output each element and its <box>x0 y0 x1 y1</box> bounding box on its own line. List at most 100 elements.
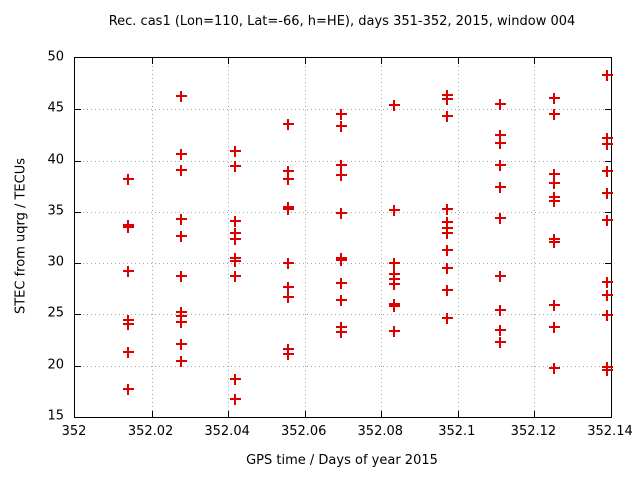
data-point-marker <box>601 165 613 177</box>
data-point-marker <box>229 146 241 158</box>
data-point-marker <box>282 203 294 215</box>
data-point-marker <box>442 217 454 229</box>
v-gridline <box>457 58 459 417</box>
data-point-marker <box>123 384 135 396</box>
tick-mark <box>381 58 383 64</box>
h-gridline <box>75 109 611 111</box>
tick-mark <box>75 211 81 213</box>
data-point-marker <box>601 70 613 82</box>
data-point-marker <box>335 277 347 289</box>
data-point-marker <box>335 159 347 171</box>
data-point-marker <box>601 188 613 200</box>
data-point-marker <box>176 164 188 176</box>
x-tick-label: 352.02 <box>127 424 174 439</box>
data-point-marker <box>176 339 188 351</box>
data-point-marker <box>123 174 135 186</box>
data-point-marker <box>229 160 241 172</box>
data-point-marker <box>335 295 347 307</box>
h-gridline <box>75 365 611 367</box>
data-point-marker <box>442 312 454 324</box>
v-gridline <box>534 58 536 417</box>
tick-mark <box>381 411 383 417</box>
data-point-marker <box>495 138 507 150</box>
data-point-marker <box>495 324 507 336</box>
plot-area <box>74 57 613 418</box>
x-tick-label: 352 <box>61 424 87 439</box>
data-point-marker <box>335 207 347 219</box>
x-tick-label: 352.14 <box>587 424 633 439</box>
data-point-marker <box>601 289 613 301</box>
data-point-marker <box>495 159 507 171</box>
tick-mark <box>605 211 611 213</box>
tick-mark <box>605 109 611 111</box>
data-point-marker <box>388 278 400 290</box>
data-point-marker <box>176 355 188 367</box>
data-point-marker <box>123 347 135 359</box>
data-point-marker <box>229 393 241 405</box>
data-point-marker <box>335 169 347 181</box>
y-tick-label: 45 <box>47 100 64 116</box>
data-point-marker <box>176 149 188 161</box>
data-point-marker <box>176 214 188 226</box>
data-point-marker <box>548 195 560 207</box>
tick-mark <box>151 411 153 417</box>
data-point-marker <box>176 271 188 283</box>
y-tick-label: 20 <box>47 357 64 373</box>
data-point-marker <box>176 231 188 243</box>
x-tick-label: 352.1 <box>438 424 476 439</box>
tick-mark <box>75 160 81 162</box>
y-tick-label: 50 <box>47 49 64 65</box>
v-gridline <box>228 58 230 417</box>
y-tick-label: 35 <box>47 203 64 219</box>
data-point-marker <box>495 271 507 283</box>
data-point-marker <box>335 120 347 132</box>
h-gridline <box>75 160 611 162</box>
tick-mark <box>75 365 81 367</box>
tick-mark <box>605 263 611 265</box>
data-point-marker <box>388 100 400 112</box>
y-tick-label: 40 <box>47 152 64 168</box>
data-point-marker <box>282 118 294 130</box>
data-point-marker <box>229 271 241 283</box>
data-point-marker <box>495 337 507 349</box>
data-point-marker <box>388 204 400 216</box>
x-tick-label: 352.04 <box>204 424 250 439</box>
data-point-marker <box>388 325 400 337</box>
y-tick-label: 25 <box>47 305 64 321</box>
data-point-marker <box>548 362 560 374</box>
data-point-marker <box>548 178 560 190</box>
data-point-marker <box>442 94 454 106</box>
data-point-marker <box>229 216 241 228</box>
data-point-marker <box>442 111 454 123</box>
data-point-marker <box>282 165 294 177</box>
data-point-marker <box>282 281 294 293</box>
data-point-marker <box>229 374 241 386</box>
tick-mark <box>75 314 81 316</box>
data-point-marker <box>548 236 560 248</box>
tick-mark <box>228 411 230 417</box>
y-tick-label: 15 <box>47 408 64 424</box>
x-axis-label: GPS time / Days of year 2015 <box>246 453 438 468</box>
data-point-marker <box>495 129 507 141</box>
data-point-marker <box>335 109 347 121</box>
h-gridline <box>75 263 611 265</box>
x-tick-label: 352.08 <box>357 424 404 439</box>
data-point-marker <box>442 203 454 215</box>
data-point-marker <box>229 256 241 268</box>
tick-mark <box>228 58 230 64</box>
data-point-marker <box>176 316 188 328</box>
data-point-marker <box>601 215 613 227</box>
data-point-marker <box>601 139 613 151</box>
data-point-marker <box>601 276 613 288</box>
data-point-marker <box>123 222 135 234</box>
v-gridline <box>151 58 153 417</box>
v-gridline <box>304 58 306 417</box>
data-point-marker <box>123 318 135 330</box>
data-point-marker <box>176 90 188 102</box>
data-point-marker <box>601 364 613 376</box>
h-gridline <box>75 314 611 316</box>
data-point-marker <box>282 174 294 186</box>
tick-mark <box>75 109 81 111</box>
data-point-marker <box>388 258 400 270</box>
